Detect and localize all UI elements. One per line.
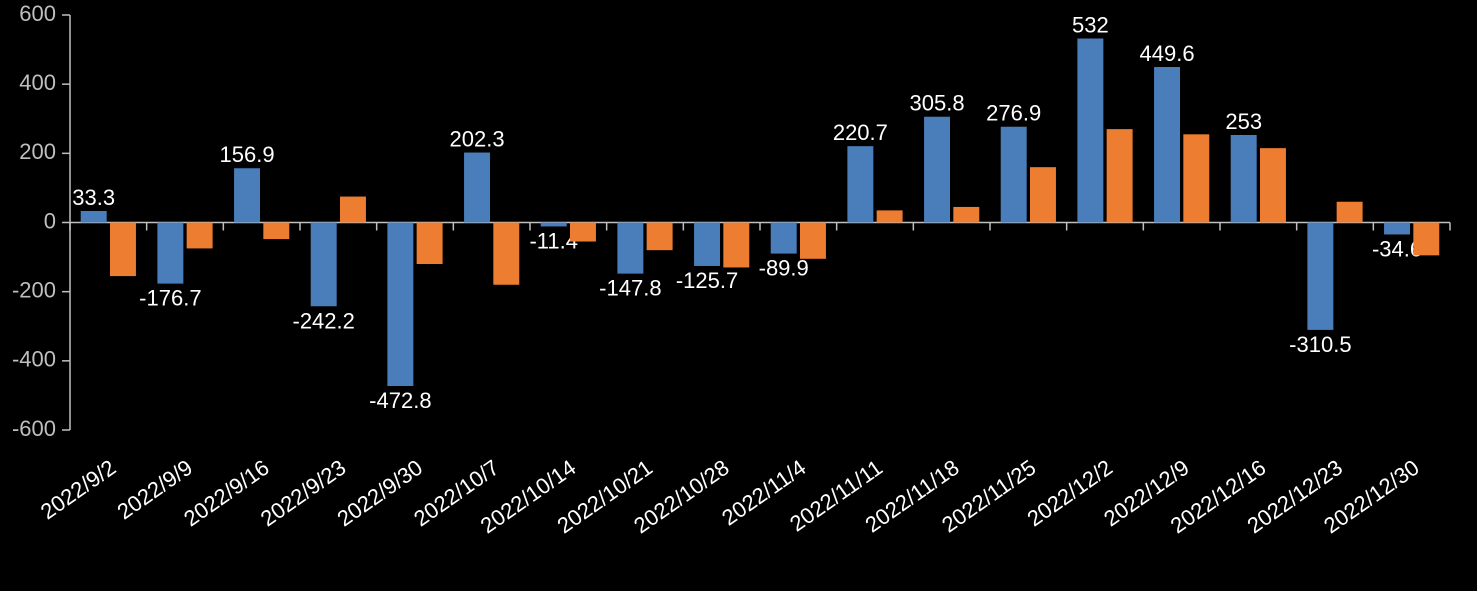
bar-series1: [234, 168, 260, 222]
data-label: 276.9: [986, 101, 1041, 126]
bar-series2: [1183, 134, 1209, 222]
y-tick-label: 600: [19, 1, 56, 26]
bar-series2: [723, 223, 749, 268]
bar-series2: [570, 223, 596, 242]
data-label: -242.2: [293, 308, 355, 333]
y-tick-label: -200: [12, 277, 56, 302]
bar-series1: [694, 223, 720, 266]
bar-series1: [1001, 127, 1027, 223]
data-label: 220.7: [833, 120, 888, 145]
data-label: -472.8: [369, 388, 431, 413]
bar-series2: [340, 197, 366, 223]
bar-series2: [263, 223, 289, 240]
bar-series1: [541, 223, 567, 227]
bar-series2: [1337, 202, 1363, 223]
y-tick-label: -400: [12, 347, 56, 372]
bar-series2: [1107, 129, 1133, 222]
bar-series2: [647, 223, 673, 251]
y-tick-label: 200: [19, 139, 56, 164]
bar-series1: [1231, 135, 1257, 222]
bar-series1: [924, 117, 950, 223]
data-label: 33.3: [72, 185, 115, 210]
data-label: -176.7: [139, 286, 201, 311]
data-label: 532: [1072, 13, 1109, 38]
y-tick-label: -600: [12, 416, 56, 441]
bar-series1: [771, 223, 797, 254]
bar-series1: [311, 223, 337, 307]
bar-series1: [81, 211, 107, 223]
y-tick-label: 0: [44, 208, 56, 233]
bar-series1: [1307, 223, 1333, 330]
bar-series2: [187, 223, 213, 249]
bar-series2: [1030, 167, 1056, 222]
data-label: -125.7: [676, 268, 738, 293]
data-label: 202.3: [450, 127, 505, 152]
bar-series2: [1260, 148, 1286, 222]
y-tick-label: 400: [19, 70, 56, 95]
data-label: 156.9: [220, 142, 275, 167]
bar-series1: [387, 223, 413, 387]
data-label: -147.8: [599, 276, 661, 301]
data-label: -89.9: [759, 256, 809, 281]
data-label: 449.6: [1140, 41, 1195, 66]
bar-series1: [617, 223, 643, 274]
data-label: 305.8: [910, 91, 965, 116]
bar-series1: [464, 153, 490, 223]
bar-series2: [417, 223, 443, 265]
bar-series2: [110, 223, 136, 277]
bar-series2: [953, 207, 979, 223]
bar-series1: [1154, 67, 1180, 222]
bar-series2: [800, 223, 826, 259]
bar-series1: [1077, 39, 1103, 223]
bar-series1: [1384, 223, 1410, 235]
grouped-bar-chart: -600-400-20002004006002022/9/22022/9/920…: [0, 0, 1477, 591]
bar-series1: [157, 223, 183, 284]
bar-series2: [877, 210, 903, 222]
bar-series2: [1413, 223, 1439, 256]
bar-series1: [847, 146, 873, 222]
data-label: 253: [1225, 109, 1262, 134]
bar-series2: [493, 223, 519, 285]
data-label: -310.5: [1289, 332, 1351, 357]
